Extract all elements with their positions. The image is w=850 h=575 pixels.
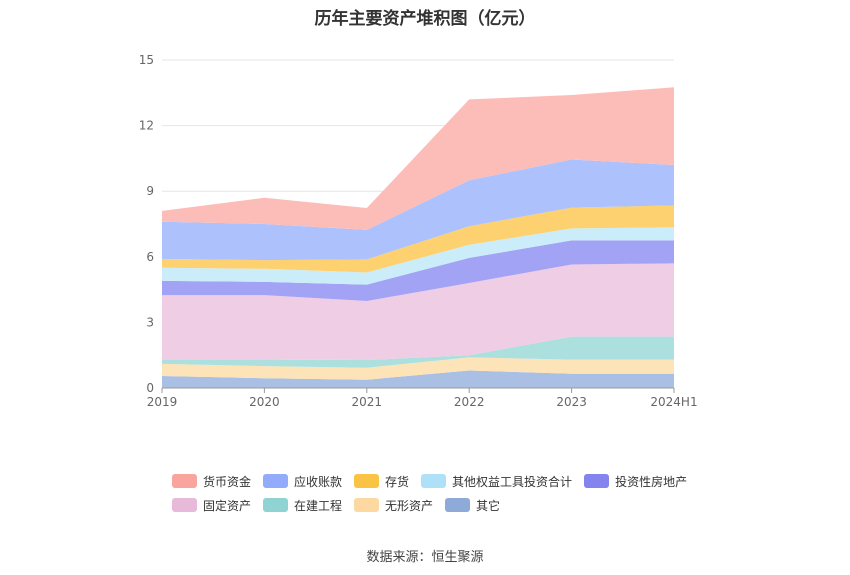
area-series-0 [162,370,674,388]
legend-item[interactable]: 应收账款 [263,472,342,490]
legend-item[interactable]: 其它 [445,496,500,514]
y-tick-label: 3 [146,315,154,329]
area-series-4 [162,240,674,301]
legend-label: 货币资金 [203,474,252,489]
x-tick-label: 2023 [556,395,587,409]
legend-swatch [263,474,289,488]
area-series [162,87,674,388]
area-series-8 [162,87,674,230]
legend-label: 无形资产 [385,498,434,513]
legend-label: 其他权益工具投资合计 [452,474,573,489]
legend-item[interactable]: 存货 [354,472,409,490]
legend-item[interactable]: 无形资产 [354,496,433,514]
stacked-area-chart: 0 3 6 9 12 15 2019 2020 2021 2022 2023 2024H1 [139,53,698,409]
area-series-5 [162,227,674,285]
legend-swatch [354,498,380,512]
legend: 货币资金 应收账款 存货 其他权益工具投资合计 投资性房地产固定资产 在建工程 无形资产 其它 [172,472,732,514]
area-series-3 [162,263,674,360]
area-series-6 [162,205,674,273]
legend-item[interactable]: 货币资金 [172,472,251,490]
legend-swatch [172,498,197,512]
x-tick-label: 2022 [454,395,485,409]
legend-swatch [584,474,610,488]
data-source: 数据来源：恒生聚源 [366,550,484,565]
legend-label: 存货 [385,474,410,489]
area-series-2 [162,336,674,368]
x-tick-label: 2020 [249,395,280,409]
y-tick-label: 6 [146,250,154,264]
legend-swatch [421,474,447,488]
y-tick-label: 0 [146,381,154,395]
x-tick-label: 2024H1 [650,395,697,409]
x-tick-label: 2021 [352,395,383,409]
legend-label: 其它 [476,498,501,513]
area-series-1 [162,357,674,380]
x-tick-label: 2019 [147,395,178,409]
axes: 0 3 6 9 12 15 2019 2020 2021 2022 2023 2024H1 [139,53,698,409]
legend-item[interactable]: 在建工程 [263,496,342,514]
legend-label: 投资性房地产 [615,474,688,489]
y-tick-label: 9 [146,184,154,198]
legend-swatch [354,474,380,488]
legend-swatch [172,474,197,488]
y-tick-label: 12 [139,119,154,133]
legend-swatch [445,498,471,512]
chart-title: 历年主要资产堆积图（亿元） [314,9,536,29]
legend-item[interactable]: 投资性房地产 [584,472,687,490]
legend-label: 固定资产 [203,498,252,513]
y-tick-label: 15 [139,53,154,67]
legend-label: 应收账款 [294,474,343,489]
legend-label: 在建工程 [294,498,343,513]
legend-item[interactable]: 其他权益工具投资合计 [421,472,572,490]
legend-swatch [263,498,289,512]
legend-item[interactable]: 固定资产 [172,496,251,514]
area-series-7 [162,159,674,261]
